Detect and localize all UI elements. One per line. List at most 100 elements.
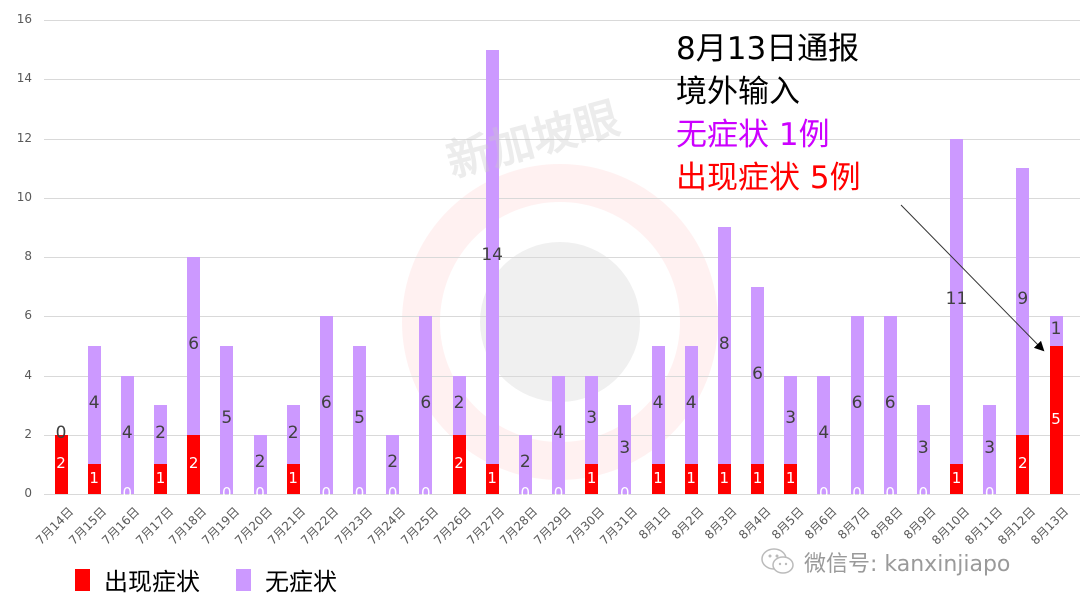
data-label-symptomatic: 1: [487, 469, 497, 488]
data-label-asymptomatic: 2: [387, 452, 399, 473]
data-label-asymptomatic: 5: [221, 407, 233, 428]
data-label-asymptomatic: 9: [1017, 289, 1029, 310]
legend: 出现症状 无症状: [75, 562, 373, 597]
data-label-asymptomatic: 6: [420, 393, 432, 414]
y-tick-label: 10: [16, 189, 32, 204]
data-label-asymptomatic: 4: [818, 422, 830, 443]
bar-symptomatic: [784, 464, 798, 494]
y-tick-label: 2: [24, 426, 32, 441]
data-label-asymptomatic: 2: [519, 452, 531, 473]
data-label-asymptomatic: 2: [287, 422, 299, 443]
gridline: [44, 138, 1080, 140]
y-tick-label: 14: [16, 71, 32, 86]
wechat-icon: [761, 548, 794, 574]
data-label-asymptomatic: 1: [1050, 319, 1062, 340]
bar-asymptomatic: [154, 405, 167, 465]
data-label-asymptomatic: 3: [619, 437, 631, 458]
data-label-symptomatic: 1: [653, 469, 663, 488]
data-label-symptomatic: 1: [155, 469, 166, 488]
bar-symptomatic: [485, 464, 499, 494]
data-label-asymptomatic: 4: [685, 393, 697, 414]
data-label-asymptomatic: 4: [121, 422, 133, 443]
bar-asymptomatic: [552, 375, 565, 494]
x-tick-label: 8月7日: [834, 504, 873, 543]
gridline: [44, 316, 1080, 318]
data-label-symptomatic: 1: [686, 469, 696, 488]
bar-asymptomatic: [850, 316, 864, 494]
annotation-line-4: 出现症状 5例: [676, 160, 861, 196]
data-label-asymptomatic: 3: [785, 407, 797, 428]
bar-asymptomatic: [485, 49, 499, 465]
data-label-symptomatic: 0: [852, 484, 862, 502]
bar-symptomatic: [87, 464, 101, 494]
gridline: [44, 494, 1080, 495]
annotation-box: 8月13日通报 境外输入 无症状 1例 出现症状 5例: [676, 28, 861, 200]
data-label-asymptomatic: 4: [88, 393, 100, 414]
data-label-symptomatic: 2: [1018, 454, 1028, 473]
bar-symptomatic: [585, 464, 599, 494]
wechat-id: 微信号: kanxinjiapo: [804, 552, 1011, 577]
bar-symptomatic: [950, 464, 963, 494]
y-tick-label: 6: [24, 308, 32, 323]
data-label-asymptomatic: 4: [553, 422, 564, 443]
bar-asymptomatic: [618, 405, 632, 494]
bar-asymptomatic: [883, 316, 897, 494]
data-label-symptomatic: 0: [122, 484, 133, 502]
data-label-symptomatic: 0: [885, 484, 895, 502]
data-label-asymptomatic: 6: [320, 393, 332, 414]
bar-asymptomatic: [784, 375, 798, 465]
data-label-asymptomatic: 2: [453, 393, 465, 414]
data-label-symptomatic: 1: [719, 469, 730, 488]
y-tick-label: 0: [24, 486, 32, 500]
data-label-symptomatic: 0: [321, 484, 332, 502]
data-label-symptomatic: 0: [918, 484, 929, 502]
data-label-symptomatic: 0: [819, 484, 829, 502]
bar-asymptomatic: [518, 434, 532, 494]
x-tick-label: 8月4日: [735, 504, 774, 543]
bar-asymptomatic: [353, 345, 366, 494]
bar-symptomatic: [717, 464, 731, 494]
wechat-watermark: 微信号: kanxinjiapo: [760, 546, 1010, 578]
data-label-asymptomatic: 11: [945, 289, 968, 310]
data-label-asymptomatic: 5: [354, 407, 365, 428]
data-label-symptomatic: 0: [620, 484, 630, 502]
legend-label-symptomatic: 出现症状: [104, 568, 200, 596]
bar-asymptomatic: [651, 345, 665, 465]
data-label-symptomatic: 2: [188, 454, 199, 473]
annotation-line-2: 境外输入: [676, 74, 800, 110]
data-label-asymptomatic: 0: [55, 422, 67, 443]
y-tick-label: 8: [24, 249, 32, 263]
gridline: [44, 20, 1080, 21]
data-label-asymptomatic: 2: [155, 422, 166, 443]
bar-asymptomatic: [751, 286, 764, 465]
bar-asymptomatic: [386, 434, 400, 494]
data-label-asymptomatic: 6: [884, 393, 896, 414]
annotation-line-1: 8月13日通报: [676, 31, 860, 67]
data-label-asymptomatic: 6: [188, 333, 200, 354]
bar-asymptomatic: [717, 227, 731, 465]
data-label-symptomatic: 1: [586, 469, 597, 488]
data-label-symptomatic: 0: [421, 484, 431, 502]
data-label-symptomatic: 1: [288, 469, 298, 488]
data-label-symptomatic: 0: [354, 484, 365, 502]
bar-symptomatic: [187, 434, 201, 494]
bar-symptomatic: [684, 464, 698, 494]
legend-item-asymptomatic: 无症状: [236, 562, 337, 597]
annotation-line-3: 无症状 1例: [676, 117, 830, 153]
bar-asymptomatic: [916, 405, 930, 494]
data-label-symptomatic: 2: [56, 454, 66, 473]
bar-asymptomatic: [220, 345, 234, 494]
bar-asymptomatic: [452, 375, 466, 435]
gridline: [44, 257, 1080, 258]
data-label-symptomatic: 0: [387, 484, 398, 502]
data-label-symptomatic: 0: [984, 484, 995, 502]
data-label-asymptomatic: 6: [752, 363, 763, 384]
data-label-asymptomatic: 4: [652, 393, 664, 414]
bar-asymptomatic: [187, 257, 201, 435]
data-label-asymptomatic: 14: [481, 245, 503, 265]
data-label-asymptomatic: 3: [586, 407, 598, 428]
data-label-symptomatic: 0: [222, 484, 232, 502]
legend-label-asymptomatic: 无症状: [265, 568, 337, 596]
x-tick-label: 8月5日: [768, 504, 807, 543]
